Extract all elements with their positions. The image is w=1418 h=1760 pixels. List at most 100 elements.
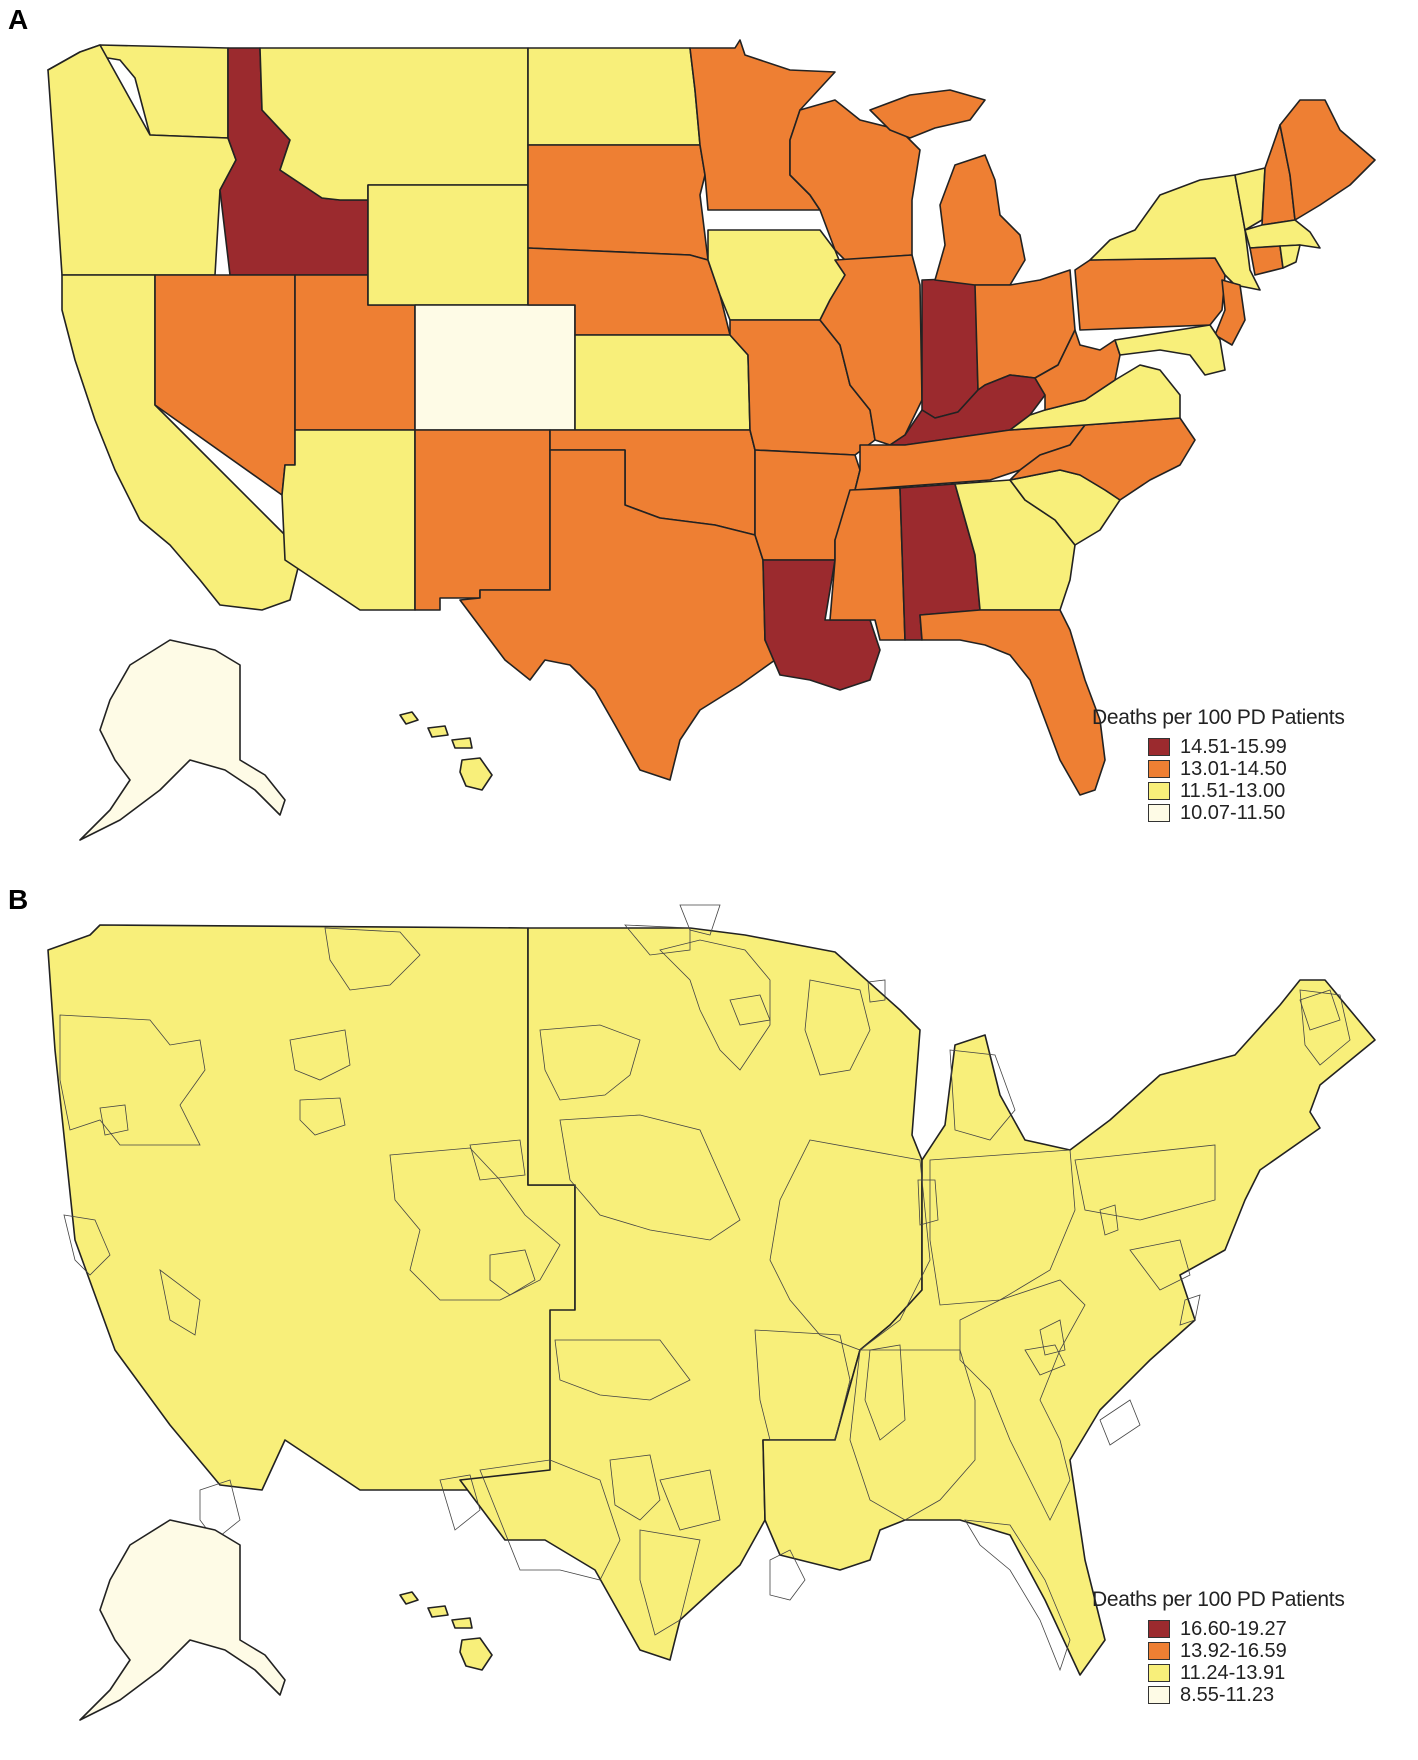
state-connecticut [1249,245,1284,276]
panel-label: B [8,884,29,915]
legend-swatch [1148,1664,1170,1682]
state-alaska [79,1519,286,1721]
hsa-region [469,1139,526,1181]
dark-red-hsas [289,979,1119,1601]
state-maryland [1114,324,1226,376]
panel-label: A [8,4,29,35]
legend-item: 11.24-13.91 [1148,1662,1412,1684]
state-california [61,274,301,611]
hsa-region [769,1139,931,1351]
state-florida [919,609,1106,796]
region-central [459,927,923,1661]
hsa-region [864,1344,906,1441]
state-hawaii [399,1591,493,1671]
states [47,39,1376,841]
hsa-region [1299,989,1341,1031]
hsa-region [539,1024,641,1101]
state-illinois [819,254,923,446]
hsa-region [679,904,721,936]
regions [47,924,1376,1676]
hsa-region [804,979,871,1076]
state-indiana [921,277,979,419]
hsa-region [59,1014,206,1146]
legend-label: 11.51-13.00 [1180,779,1286,802]
legend-swatch [1148,782,1170,800]
legend-label: 11.24-13.91 [1180,1661,1286,1684]
state-rhode-island [1279,244,1301,269]
hsa-region [959,1279,1086,1521]
hsa-region [439,1474,481,1531]
state-wisconsin [789,99,921,261]
hsa-region [554,1339,691,1401]
legend-title: Deaths per 100 PD Patients [1092,706,1345,729]
legend-item: 13.92-16.59 [1148,1640,1412,1662]
hsa-region [199,1479,241,1541]
state-north-dakota [527,47,701,146]
legend-label: 10.07-11.50 [1180,801,1286,824]
orange-hsas [99,927,1351,1672]
state-arizona [281,429,416,611]
hsa-region [559,1114,741,1241]
legend-label: 8.55-11.23 [1180,1683,1275,1706]
legend-label: 13.01-14.50 [1180,757,1287,780]
legend: Deaths per 100 PD Patients 16.60-19.27 1… [1092,1588,1412,1706]
legend-item: 8.55-11.23 [1148,1684,1412,1706]
state-virginia [1009,364,1181,431]
hsa-region [659,939,771,1071]
state-wyoming [367,184,529,306]
legend-title: Deaths per 100 PD Patients [1092,1588,1345,1611]
state-alaska [79,639,286,841]
state-colorado [414,304,576,431]
hsa-region [1074,1144,1216,1221]
state-texas [459,449,776,781]
legend-swatch [1148,738,1170,756]
legend-swatch [1148,760,1170,778]
panel-a: A Deaths per 100 PD Patients 14.51-15.99… [8,4,1412,841]
hsa-region [1099,1399,1141,1446]
legend-swatch [1148,1620,1170,1638]
hsa-region [949,1049,1016,1141]
hsa-region [63,1214,111,1276]
state-map [47,39,1376,841]
panel-b: B Deaths per 100 PD Patients 16.60-19.27… [0,880,1418,1760]
hsa-region [929,1149,1076,1306]
state-pennsylvania [1074,257,1226,331]
state-maine [1279,99,1376,221]
legend-swatch [1148,804,1170,822]
hsa-region [1099,1204,1119,1236]
state-new-jersey [1214,279,1246,346]
hsa-map [47,904,1376,1721]
legend-swatch [1148,1642,1170,1660]
hsa-region [849,1349,976,1521]
legend: Deaths per 100 PD Patients 14.51-15.99 1… [1092,706,1412,824]
hsa-region [917,1179,939,1226]
hsa-region [867,979,886,1003]
hsa-region [769,1549,806,1601]
state-louisiana [762,559,881,691]
legend-item: 11.51-13.00 [1148,780,1412,802]
state-kansas [574,334,751,431]
legend-label: 16.60-19.27 [1180,1617,1287,1640]
hsa-region [639,1529,701,1636]
hsa-region [99,1104,129,1136]
state-iowa [707,229,846,321]
state-new-mexico [414,429,551,611]
hsa-region [624,924,691,956]
legend-item: 13.01-14.50 [1148,758,1412,780]
hsa-region [609,1454,661,1521]
legend-swatch [1148,1686,1170,1704]
hsa-region [659,1469,721,1531]
legend-item: 10.07-11.50 [1148,802,1412,824]
hsa-region [324,927,421,991]
hsa-region [479,1459,621,1581]
legend-label: 13.92-16.59 [1180,1639,1287,1662]
hsa-region [1129,1239,1191,1291]
region-west [47,924,576,1491]
hsa-region [159,1269,201,1336]
hsa-region [299,1097,346,1136]
legend-item: 16.60-19.27 [1148,1618,1412,1640]
legend-item: 14.51-15.99 [1148,736,1412,758]
hsa-region [489,1249,536,1296]
hsa-region [389,1147,561,1301]
hsa-region [1024,1344,1066,1376]
